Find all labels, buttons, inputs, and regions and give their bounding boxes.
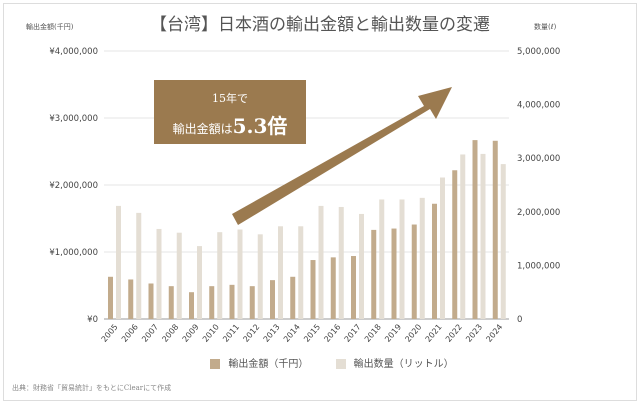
right-tick-label: 5,000,000 <box>517 47 560 57</box>
x-tick-label: 2022 <box>444 323 464 344</box>
bar-amount <box>148 283 154 319</box>
right-tick-label: 3,000,000 <box>517 154 560 164</box>
right-tick-label: 1,000,000 <box>517 261 560 271</box>
bar-amount <box>310 260 316 319</box>
annotation-value: 5.3倍 <box>232 114 288 138</box>
bar-amount <box>108 276 113 319</box>
x-tick-label: 2014 <box>282 323 302 344</box>
x-tick-label: 2009 <box>181 323 201 344</box>
x-tick-label: 2013 <box>262 323 282 344</box>
x-tick-label: 2007 <box>140 323 160 344</box>
annotation-box: 15年で 輸出金額は5.3倍 <box>154 80 306 144</box>
right-tick-label: 0 <box>517 315 522 325</box>
bar-volume <box>197 246 202 319</box>
x-tick-label: 2017 <box>343 323 363 344</box>
left-tick-label: ¥4,000,000 <box>49 47 98 57</box>
trend-arrow-icon <box>232 87 452 225</box>
bar-volume <box>278 226 283 319</box>
left-tick-label: ¥1,000,000 <box>49 248 98 258</box>
bar-amount <box>229 284 235 319</box>
right-tick-label: 2,000,000 <box>517 208 560 218</box>
bar-amount <box>128 279 134 319</box>
bar-amount <box>411 224 417 319</box>
bar-amount <box>330 257 336 319</box>
right-axis-label: 数量(ℓ) <box>534 23 557 31</box>
bar-amount <box>452 170 458 319</box>
x-tick-label: 2021 <box>424 323 444 344</box>
x-tick-label: 2005 <box>100 323 120 344</box>
bar-volume <box>440 177 445 319</box>
right-tick-label: 4,000,000 <box>517 101 560 111</box>
x-tick-label: 2015 <box>302 323 322 344</box>
bar-volume <box>217 232 223 319</box>
x-tick-label: 2011 <box>221 323 241 344</box>
bar-amount <box>209 286 215 319</box>
left-axis-label: 輸出金額(千円) <box>26 23 74 31</box>
bar-volume <box>156 228 162 319</box>
x-tick-label: 2020 <box>403 323 423 344</box>
bar-amount <box>492 140 498 319</box>
legend-swatch-volume <box>335 359 346 369</box>
bar-volume <box>480 153 486 319</box>
bar-volume <box>237 229 243 319</box>
legend-label-amount: 輸出金額（千円） <box>228 359 309 370</box>
source-note: 出典：財務省「貿易統計」をもとにClearにて作成 <box>12 384 172 392</box>
legend-swatch-amount <box>210 359 221 369</box>
bar-volume <box>460 154 466 319</box>
bar-amount <box>472 140 478 319</box>
chart-frame: 【台湾】日本酒の輸出金額と輸出数量の変遷 輸出金額(千円) 数量(ℓ) ¥0 ¥1… <box>3 3 637 401</box>
x-tick-label: 2016 <box>322 323 342 344</box>
x-tick-label: 2012 <box>241 323 261 344</box>
chart-title: 【台湾】日本酒の輸出金額と輸出数量の変遷 <box>150 15 490 35</box>
left-tick-label: ¥0 <box>87 315 98 325</box>
bar-amount <box>351 256 356 319</box>
bar-volume <box>359 213 364 319</box>
bar-volume <box>298 226 304 319</box>
bar-volume <box>257 234 263 319</box>
bar-volume <box>379 199 385 319</box>
bar-volume <box>399 199 405 319</box>
x-tick-label: 2018 <box>363 323 383 344</box>
bar-amount <box>270 280 275 319</box>
x-tick-label: 2008 <box>160 323 180 344</box>
bar-volume <box>318 205 324 319</box>
x-tick-label: 2024 <box>484 323 504 344</box>
bar-volume <box>136 212 142 319</box>
bar-volume <box>500 164 506 319</box>
bar-amount <box>432 203 437 319</box>
bar-amount <box>290 276 296 319</box>
x-tick-label: 2010 <box>201 323 221 344</box>
legend: 輸出金額（千円） 輸出数量（リットル） <box>4 355 636 370</box>
legend-label-volume: 輸出数量（リットル） <box>353 359 454 370</box>
bar-volume <box>419 197 425 319</box>
bar-volume <box>176 232 182 319</box>
bar-amount <box>391 228 397 319</box>
x-tick-label: 2023 <box>464 323 484 344</box>
annotation-line1: 15年で <box>212 92 248 105</box>
x-tick-label: 2019 <box>383 323 403 344</box>
left-tick-label: ¥2,000,000 <box>49 181 98 191</box>
bar-amount <box>168 286 174 319</box>
bar-amount <box>371 229 377 319</box>
bar-amount <box>189 292 194 319</box>
bar-amount <box>249 286 255 319</box>
annotation-prefix: 輸出金額は <box>172 122 233 136</box>
bar-volume <box>116 205 121 319</box>
bar-volume <box>338 206 344 319</box>
left-tick-label: ¥3,000,000 <box>49 114 98 124</box>
plot-area: ¥0 ¥1,000,000 ¥2,000,000 ¥3,000,000 ¥4,000,0… <box>49 47 560 344</box>
x-tick-label: 2006 <box>120 323 140 344</box>
